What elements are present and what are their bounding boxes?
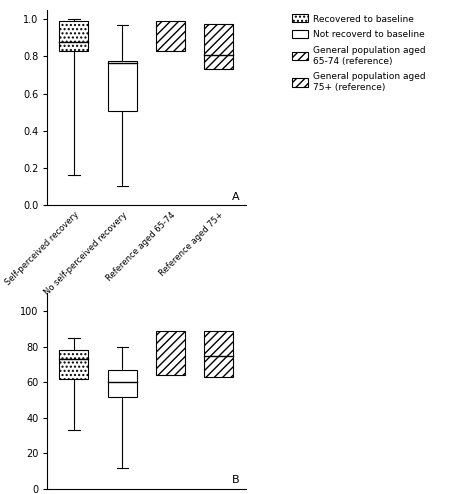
- Bar: [59, 21, 89, 51]
- Bar: [108, 370, 137, 397]
- Bar: [59, 350, 89, 379]
- Bar: [204, 24, 234, 69]
- Bar: [156, 331, 185, 375]
- Legend: Recovered to baseline, Not recoverd to baseline, General population aged
65-74 (: Recovered to baseline, Not recoverd to b…: [292, 14, 426, 92]
- Bar: [59, 350, 89, 379]
- Bar: [59, 21, 89, 51]
- Text: A: A: [232, 192, 239, 202]
- Text: B: B: [232, 475, 239, 485]
- Bar: [108, 61, 137, 112]
- Bar: [156, 21, 185, 51]
- Bar: [204, 331, 234, 377]
